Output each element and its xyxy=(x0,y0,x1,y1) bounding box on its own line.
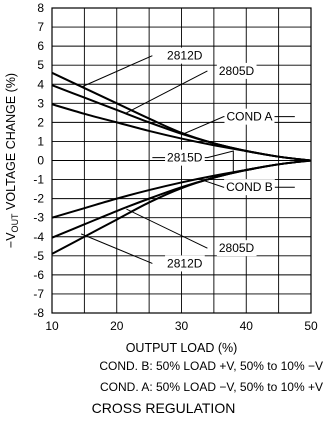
y-tick-label: -5 xyxy=(33,249,44,263)
y-tick-label: -2 xyxy=(33,192,44,206)
series-label-cond-b: COND B xyxy=(226,180,273,194)
leader-line xyxy=(80,55,153,88)
y-tick-label: 8 xyxy=(37,1,44,15)
label-background xyxy=(216,62,257,79)
series-labels: 2812D 2805D COND A 2815D COND B 2805D 2812D xyxy=(165,47,275,272)
label-background xyxy=(216,240,257,257)
x-tick-label: 20 xyxy=(110,319,124,333)
y-tick-labels: 8 7 6 5 4 3 2 1 0 -1 -2 -3 -4 -5 -6 -7 -8 xyxy=(33,1,44,320)
x-tick-label: 50 xyxy=(304,319,318,333)
y-tick-label: 6 xyxy=(37,39,44,53)
note-cond-a: COND. A: 50% LOAD −V, 50% to 10% +V xyxy=(99,380,323,394)
label-background xyxy=(165,47,205,64)
y-tick-label: 3 xyxy=(37,96,44,110)
y-tick-label: -4 xyxy=(33,230,44,244)
note-cond-b: COND. B: 50% LOAD +V, 50% to 10% −V xyxy=(99,359,323,373)
y-tick-label: 0 xyxy=(37,154,44,168)
plot-frame xyxy=(51,7,312,314)
curves xyxy=(51,71,312,255)
x-tick-label: 10 xyxy=(45,319,59,333)
series-label-2815d: 2815D xyxy=(167,151,203,165)
y-tick-label: 7 xyxy=(37,20,44,34)
chart-title: CROSS REGULATION xyxy=(91,400,236,416)
y-tick-label: -8 xyxy=(33,306,44,320)
series-label-2805d: 2805D xyxy=(219,64,255,78)
leader-line xyxy=(126,70,208,114)
x-tick-labels: 10 20 30 40 50 xyxy=(45,319,318,333)
x-axis-label: OUTPUT LOAD (%) xyxy=(126,341,238,355)
label-background xyxy=(165,255,205,272)
y-axis-label: −VOUT VOLTAGE CHANGE (%) xyxy=(4,73,20,248)
label-background xyxy=(165,149,205,166)
label-background xyxy=(224,179,275,196)
x-tick-label: 40 xyxy=(240,319,254,333)
y-axis-label-prefix: −V xyxy=(4,232,18,248)
leader-line xyxy=(80,233,153,264)
y-tick-label: -7 xyxy=(33,287,44,301)
series-line-2812d-5 xyxy=(51,159,312,255)
series-label-2805d: 2805D xyxy=(219,241,255,255)
y-tick-label: 5 xyxy=(37,58,44,72)
series-label-cond-a: COND A xyxy=(226,110,272,124)
series-label-2812d: 2812D xyxy=(167,256,203,270)
y-tick-label: 2 xyxy=(37,115,44,129)
series-line-2815d-2 xyxy=(51,103,312,162)
series-label-2812d: 2812D xyxy=(167,49,203,63)
y-tick-label: -3 xyxy=(33,211,44,225)
y-axis-label-suffix: VOLTAGE CHANGE (%) xyxy=(4,73,18,214)
y-tick-label: -6 xyxy=(33,268,44,282)
label-background xyxy=(224,108,275,125)
y-tick-label: 4 xyxy=(37,77,44,91)
y-tick-label: 1 xyxy=(37,134,44,148)
leader-line xyxy=(126,208,208,249)
x-tick-label: 30 xyxy=(175,319,189,333)
y-axis-label-subscript: OUT xyxy=(10,213,20,233)
y-tick-label: -1 xyxy=(33,173,44,187)
